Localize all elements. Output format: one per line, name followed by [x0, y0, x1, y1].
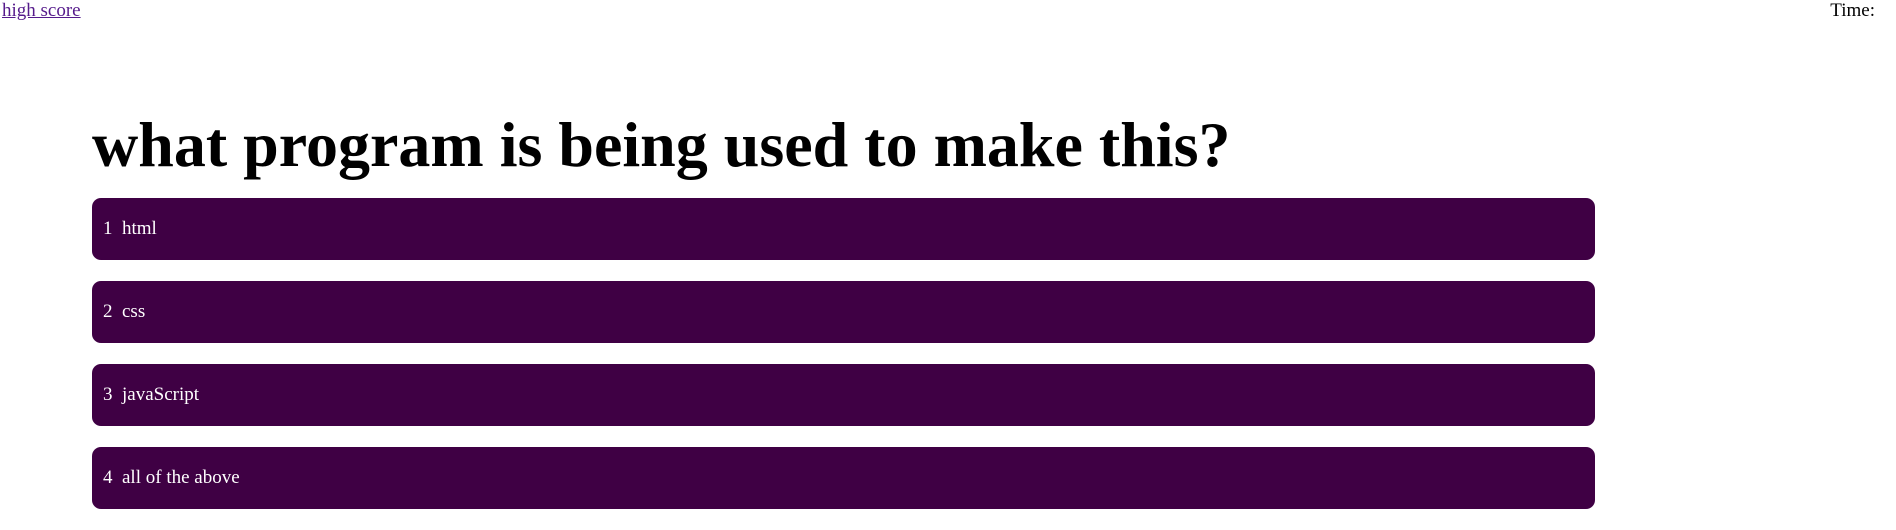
choice-list: 1 html 2 css 3 javaScript 4 all of the a…	[92, 198, 1595, 530]
choice-number: 2	[103, 301, 113, 322]
timer: Time:	[1830, 0, 1875, 22]
choice-button-2[interactable]: 2 css	[92, 281, 1595, 343]
choice-button-1[interactable]: 1 html	[92, 198, 1595, 260]
choice-number: 3	[103, 384, 113, 405]
question-title: what program is being used to make this?	[92, 109, 1231, 180]
choice-label: html	[122, 218, 157, 239]
choice-button-4[interactable]: 4 all of the above	[92, 447, 1595, 509]
quiz-container: what program is being used to make this?…	[92, 108, 1595, 509]
choice-label: all of the above	[122, 467, 240, 488]
timer-label: Time:	[1830, 0, 1875, 21]
choice-button-3[interactable]: 3 javaScript	[92, 364, 1595, 426]
choice-number: 4	[103, 467, 113, 488]
choice-number: 1	[103, 218, 113, 239]
top-bar: high score Time:	[0, 0, 1896, 24]
high-score-link[interactable]: high score	[2, 0, 81, 21]
choice-label: css	[122, 301, 146, 322]
choice-label: javaScript	[122, 384, 200, 405]
